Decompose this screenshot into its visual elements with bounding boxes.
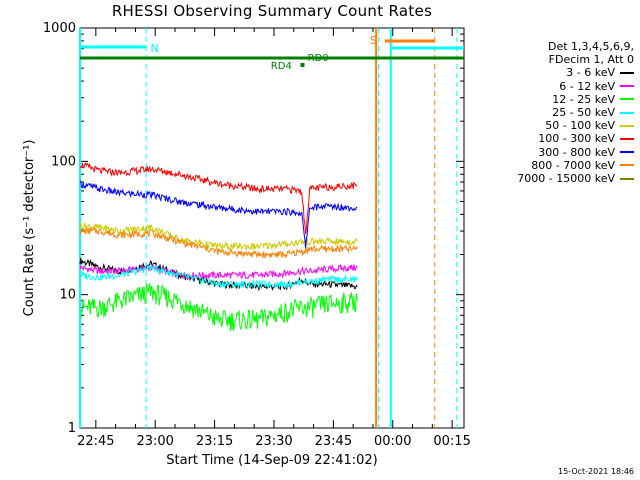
legend-label: 12 - 25 keV	[552, 92, 615, 106]
legend-item: 7000 - 15000 keV	[464, 172, 634, 185]
legend-header-1: Det 1,3,4,5,6,9,	[547, 40, 634, 53]
x-tick-label: 23:30	[255, 434, 292, 449]
rd4-label: RD4	[271, 61, 292, 72]
legend-item: 50 - 100 keV	[464, 119, 634, 132]
legend-label: 7000 - 15000 keV	[517, 172, 615, 186]
rd0-label: RD0	[308, 53, 329, 64]
y-tick-label: 10	[59, 288, 76, 303]
x-tick-label: 23:15	[196, 434, 233, 449]
saa-label: S	[370, 34, 377, 47]
legend-label: 6 - 12 keV	[559, 79, 615, 93]
series-line-50-100keV	[79, 221, 358, 251]
rd4-marker	[300, 63, 305, 67]
legend-swatch	[620, 164, 634, 167]
y-tick-label: 1000	[43, 21, 76, 36]
series-line-100-300keV	[79, 161, 358, 235]
legend-swatch	[620, 72, 634, 74]
legend-item: 800 - 7000 keV	[464, 159, 634, 172]
legend-swatch	[620, 177, 634, 180]
legend-swatch	[620, 111, 634, 114]
legend-item: 3 - 6 keV	[464, 66, 634, 79]
x-tick-label: 22:45	[77, 434, 114, 449]
x-tick-label: 23:45	[315, 434, 352, 449]
y-tick-label: 100	[51, 154, 76, 169]
x-tick-label: 23:00	[136, 434, 173, 449]
legend-swatch	[620, 138, 634, 141]
legend-label: 25 - 50 keV	[552, 106, 615, 120]
series-line-25-50keV	[79, 263, 358, 289]
y-axis-label: Count Rate (s⁻¹ detector⁻¹)	[22, 140, 37, 317]
series-line-12-25keV	[79, 283, 358, 331]
x-tick-label: 00:15	[433, 434, 470, 449]
legend-swatch	[620, 85, 634, 88]
legend-header-2: FDecim 1, Att 0	[548, 53, 634, 67]
legend-item: 6 - 12 keV	[464, 80, 634, 93]
legend-label: 100 - 300 keV	[538, 132, 615, 146]
legend-label: 50 - 100 keV	[545, 119, 615, 133]
legend-swatch	[620, 151, 634, 154]
legend: Det 1,3,4,5,6,9, FDecim 1, Att 0 3 - 6 k…	[464, 40, 634, 185]
legend-entries: 3 - 6 keV 6 - 12 keV 12 - 25 keV 25 - 50 ke…	[464, 66, 634, 185]
series-line-300-800keV	[79, 180, 358, 249]
x-tick-label: 00:00	[374, 434, 411, 449]
legend-item: 100 - 300 keV	[464, 132, 634, 145]
legend-label: 300 - 800 keV	[538, 145, 615, 159]
legend-swatch	[620, 98, 634, 101]
y-tick-label: 1	[68, 421, 76, 436]
legend-label: 3 - 6 keV	[566, 66, 615, 80]
legend-item: 25 - 50 keV	[464, 106, 634, 119]
chart-title: RHESSI Observing Summary Count Rates	[111, 2, 433, 20]
legend-label: 800 - 7000 keV	[531, 158, 615, 172]
legend-swatch	[620, 124, 634, 127]
series-line-800-7000keV	[79, 225, 358, 260]
timestamp-footer: 15-Oct-2021 18:46	[558, 467, 634, 476]
series-line-6-12keV	[79, 263, 358, 280]
legend-item: 12 - 25 keV	[464, 93, 634, 106]
night-label: N	[150, 42, 158, 55]
x-axis-label: Start Time (14-Sep-09 22:41:02)	[166, 453, 377, 468]
legend-item: 300 - 800 keV	[464, 146, 634, 159]
